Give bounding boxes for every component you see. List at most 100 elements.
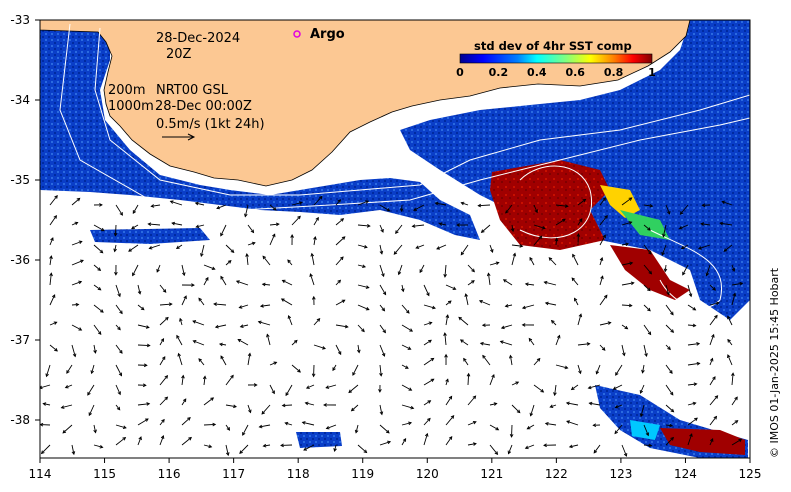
current-arrowhead (443, 274, 447, 278)
current-arrow (115, 424, 127, 429)
current-arrowhead (238, 305, 243, 309)
current-arrow (467, 395, 476, 406)
current-arrow (132, 264, 139, 276)
sst-high-variance (490, 160, 610, 250)
current-arrowhead (648, 251, 652, 255)
current-arrow (589, 402, 601, 406)
current-arrowhead (382, 291, 387, 296)
current-arrowhead (49, 272, 53, 277)
current-arrow (727, 354, 733, 366)
current-arrowhead (473, 442, 477, 446)
current-arrowhead (427, 417, 431, 422)
current-arrowhead (181, 272, 186, 277)
current-arrowhead (661, 251, 665, 256)
current-arrow (291, 364, 301, 373)
current-arrow (93, 284, 101, 291)
x-tick-label: 115 (93, 467, 116, 481)
current-arrowhead (561, 218, 566, 223)
current-arrowhead (117, 326, 121, 331)
current-arrowhead (266, 333, 270, 338)
scale-arrow-icon (162, 133, 196, 141)
current-arrow (642, 364, 645, 373)
current-arrowhead (510, 228, 515, 233)
current-arrowhead (132, 210, 137, 214)
colorbar-tick-label: 1 (648, 66, 656, 79)
current-arrowhead (565, 401, 570, 406)
current-arrow (599, 276, 604, 286)
current-arrowhead (604, 214, 608, 219)
current-arrow (687, 417, 698, 426)
current-arrowhead (171, 221, 176, 226)
current-arrow (181, 295, 187, 306)
current-arrow (467, 280, 475, 286)
current-arrowhead (42, 402, 47, 406)
current-arrowhead (712, 287, 716, 291)
current-arrowhead (486, 272, 491, 277)
current-arrowhead (481, 323, 486, 328)
current-arrow (335, 324, 348, 328)
current-arrow (555, 204, 568, 207)
current-arrowhead (93, 349, 97, 354)
current-arrowhead (198, 358, 202, 362)
x-tick-label: 116 (158, 467, 181, 481)
current-arrow (555, 335, 560, 346)
current-arrow (613, 384, 623, 390)
current-arrowhead (348, 389, 353, 394)
current-arrowhead (406, 309, 410, 314)
current-arrowhead (428, 339, 432, 344)
current-arrow (71, 240, 82, 246)
current-arrowhead (592, 423, 597, 428)
current-arrowhead (432, 305, 436, 310)
current-arrowhead (301, 421, 306, 425)
current-arrow (71, 303, 79, 306)
current-arrowhead (379, 372, 383, 377)
current-arrow (357, 284, 369, 289)
current-arrow (444, 333, 447, 346)
current-arrow (401, 404, 414, 409)
current-arrow (159, 317, 169, 326)
current-arrow (461, 202, 469, 206)
current-arrowhead (333, 448, 337, 452)
current-arrowhead (137, 290, 142, 295)
sst-mid-variance-2 (620, 210, 670, 240)
current-arrow (115, 344, 123, 354)
current-arrow (198, 298, 205, 306)
current-arrowhead (262, 443, 267, 448)
current-arrow (61, 404, 73, 409)
current-arrowhead (75, 302, 80, 307)
current-arrowhead (140, 306, 145, 311)
current-arrowhead (261, 282, 266, 287)
current-arrow (335, 236, 346, 246)
current-arrow (355, 424, 359, 433)
current-arrow (287, 259, 293, 266)
current-arrow (306, 384, 315, 389)
current-arrowhead (543, 443, 547, 448)
current-arrowhead (689, 433, 693, 438)
current-arrow (501, 324, 513, 329)
current-arrow (259, 424, 271, 428)
current-arrow (219, 343, 227, 346)
current-arrowhead (76, 197, 81, 202)
current-arrowhead (340, 256, 344, 261)
current-arrow (423, 339, 432, 346)
current-arrow (282, 279, 293, 286)
current-arrowhead (544, 301, 549, 306)
current-arrow (445, 415, 455, 426)
current-arrowhead (466, 372, 471, 377)
current-arrow (621, 197, 632, 206)
current-arrow (731, 282, 743, 286)
current-arrowhead (444, 353, 448, 358)
current-arrowhead (521, 305, 526, 310)
current-arrowhead (179, 317, 183, 322)
current-arrow (246, 253, 249, 266)
current-arrowhead (731, 372, 735, 377)
current-arrow (511, 404, 521, 413)
current-arrow (285, 384, 293, 396)
current-arrowhead (147, 222, 152, 227)
current-arrowhead (424, 432, 429, 437)
current-arrowhead (244, 213, 248, 218)
current-arrowhead (362, 264, 367, 269)
current-arrowhead (304, 401, 309, 406)
current-arrowhead (60, 405, 65, 409)
current-arrowhead (227, 260, 232, 264)
